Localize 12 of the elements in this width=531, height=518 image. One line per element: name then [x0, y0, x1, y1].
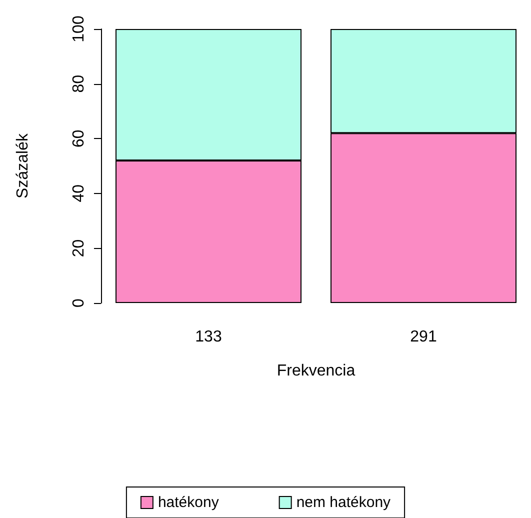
- x-tick-label: 291: [410, 328, 437, 346]
- y-tick-label: 80: [70, 74, 88, 93]
- y-tick-label: 60: [70, 130, 88, 148]
- y-tick-label: 100: [70, 16, 88, 42]
- legend-label: nem hatékony: [296, 494, 392, 511]
- x-axis-title: Frekvencia: [276, 362, 356, 380]
- y-axis-title: Százalék: [14, 132, 32, 198]
- legend-label: hatékony: [158, 494, 220, 511]
- x-tick-label: 133: [195, 328, 222, 346]
- y-tick-label: 20: [70, 239, 88, 258]
- y-tick-label: 40: [70, 184, 88, 202]
- y-tick-label: 0: [70, 298, 88, 308]
